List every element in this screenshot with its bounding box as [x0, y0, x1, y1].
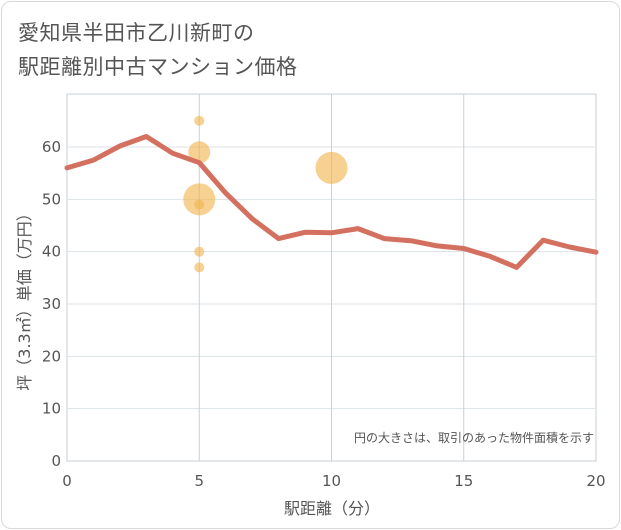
chart-title: 愛知県半田市乙川新町の 駅距離別中古マンション価格 [18, 16, 298, 84]
x-tick-label: 10 [322, 472, 341, 490]
bubble-point [183, 183, 216, 216]
y-tick-labels: 0 10 20 30 40 50 60 [42, 138, 61, 470]
y-tick-label: 60 [42, 138, 61, 156]
x-axis-title: 駅距離（分） [284, 499, 380, 518]
bubble-point [315, 151, 348, 184]
line-layer [64, 134, 599, 270]
bubble-point [194, 262, 205, 273]
y-tick-label: 20 [42, 347, 61, 365]
y-tick-label: 50 [42, 190, 61, 208]
title-line-1: 愛知県半田市乙川新町の [18, 21, 255, 45]
y-tick-label: 30 [42, 295, 61, 313]
bubble-layer [183, 115, 348, 273]
bubble-point [194, 199, 205, 210]
x-tick-label: 5 [194, 472, 204, 490]
bubble-point [194, 246, 205, 257]
bubble-point [194, 115, 205, 126]
x-tick-label: 20 [586, 472, 605, 490]
x-tick-label: 15 [454, 472, 473, 490]
title-line-2: 駅距離別中古マンション価格 [18, 55, 298, 79]
bubble-point [188, 141, 211, 164]
x-tick-labels: 0 5 10 15 20 [62, 472, 605, 490]
y-tick-label: 0 [51, 452, 61, 470]
series-line [64, 134, 599, 270]
chart-note: 円の大きさは、取引のあった物件面積を示す [354, 430, 594, 445]
y-axis-title: 坪（3.3㎡）単価（万円） [15, 205, 34, 390]
y-tick-label: 10 [42, 400, 61, 418]
y-tick-label: 40 [42, 243, 61, 261]
x-tick-label: 0 [62, 472, 72, 490]
